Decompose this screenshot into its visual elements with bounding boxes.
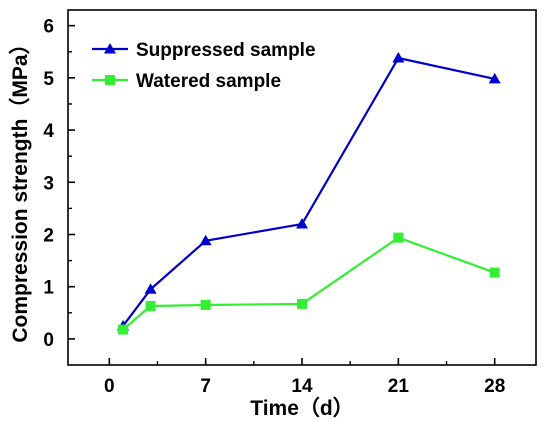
legend-item: Watered sample — [92, 71, 281, 92]
data-point — [200, 299, 211, 310]
legend-marker — [104, 43, 116, 54]
series-2 — [118, 232, 500, 335]
y-tick-label: 6 — [43, 17, 54, 38]
data-point — [489, 267, 500, 278]
y-tick-label: 3 — [43, 173, 54, 194]
x-tick-label: 0 — [104, 376, 115, 397]
x-tick-label: 28 — [484, 376, 505, 397]
data-point — [145, 301, 156, 312]
x-tick-label: 14 — [291, 376, 313, 397]
data-point — [392, 52, 405, 63]
axes: 0 7 14 21 28 0 1 2 3 4 5 6 — [43, 17, 505, 397]
y-tick-label: 2 — [43, 225, 54, 246]
data-point — [297, 298, 307, 309]
data-point — [393, 232, 404, 243]
y-tick-label: 5 — [43, 69, 54, 90]
legend-label: Suppressed sample — [136, 40, 316, 61]
series-layer — [117, 52, 501, 335]
data-point — [144, 283, 157, 294]
y-tick-label: 0 — [43, 330, 54, 351]
series-1 — [117, 52, 501, 331]
data-point — [296, 218, 308, 229]
plot-frame — [67, 9, 537, 366]
series-line — [122, 56, 495, 327]
legend-marker — [105, 75, 115, 85]
x-axis-title: Time（d） — [250, 396, 353, 420]
y-tick-label: 4 — [43, 121, 54, 142]
data-point — [488, 72, 501, 84]
data-point — [118, 324, 129, 335]
x-tick-label: 7 — [200, 376, 211, 397]
series-line — [122, 236, 496, 331]
x-tick-label: 21 — [388, 376, 410, 397]
legend: Suppressed sample Watered sample — [92, 40, 316, 92]
y-tick-label: 1 — [43, 278, 54, 299]
data-point — [199, 234, 212, 246]
legend-label: Watered sample — [136, 71, 281, 92]
y-axis-title: Compression strength（MPa） — [8, 33, 32, 342]
legend-item: Suppressed sample — [92, 40, 316, 61]
